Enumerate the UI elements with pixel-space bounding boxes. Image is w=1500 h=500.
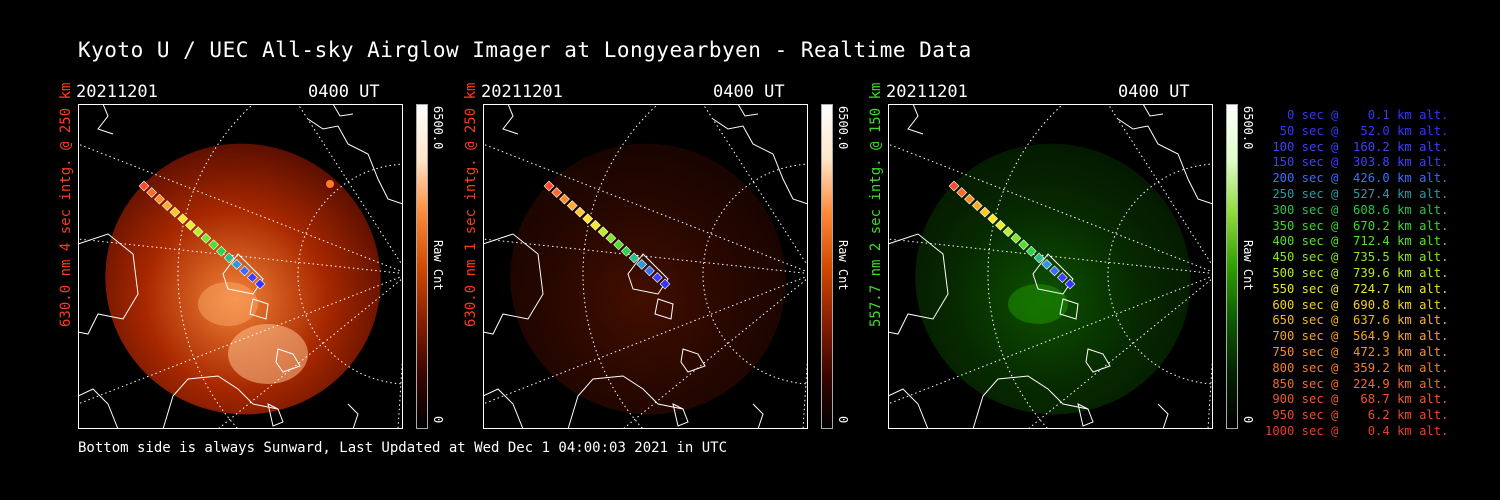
legend-entry: 350 sec @ 670.2 km alt.: [1265, 218, 1449, 233]
panel-630nm-1sec: 20211201 0400 UT 630.0 nm 1 sec intg. @ …: [463, 82, 893, 432]
panel-time: 0400 UT: [1118, 82, 1190, 102]
colorbar-max-label: 6500.0: [1241, 106, 1255, 150]
colorbar-min-label: 0: [431, 416, 445, 424]
panel-ylabel-text: 630.0 nm 1 sec intg. @ 250 km: [463, 82, 479, 327]
colorbar-min-label: 0: [1241, 416, 1255, 424]
legend-entry: 1000 sec @ 0.4 km alt.: [1265, 423, 1449, 438]
legend-entry: 400 sec @ 712.4 km alt.: [1265, 234, 1449, 249]
panel-630nm-4sec: 20211201 0400 UT 630.0 nm 4 sec intg. @ …: [58, 82, 488, 432]
legend-entry: 50 sec @ 52.0 km alt.: [1265, 123, 1449, 138]
allsky-image: [888, 104, 1213, 429]
legend-entry: 500 sec @ 739.6 km alt.: [1265, 265, 1449, 280]
trajectory-legend: 0 sec @ 0.1 km alt. 50 sec @ 52.0 km alt…: [1265, 108, 1449, 440]
legend-entry: 600 sec @ 690.8 km alt.: [1265, 297, 1449, 312]
panel-ylabel-text: 630.0 nm 4 sec intg. @ 250 km: [58, 82, 74, 327]
legend-entry: 650 sec @ 637.6 km alt.: [1265, 313, 1449, 328]
colorbar-unit-label: Raw Cnt: [1241, 240, 1255, 291]
legend-entry: 450 sec @ 735.5 km alt.: [1265, 250, 1449, 265]
colorbar-max-label: 6500.0: [836, 106, 850, 150]
page-title: Kyoto U / UEC All-sky Airglow Imager at …: [78, 38, 972, 62]
panel-557nm-2sec: 20211201 0400 UT 557.7 nm 2 sec intg. @ …: [868, 82, 1298, 432]
footer-note: Bottom side is always Sunward, Last Upda…: [78, 440, 728, 456]
panel-date: 20211201: [886, 82, 968, 102]
legend-entry: 100 sec @ 160.2 km alt.: [1265, 139, 1449, 154]
legend-entry: 850 sec @ 224.9 km alt.: [1265, 376, 1449, 391]
allsky-image: [78, 104, 403, 429]
allsky-image: [483, 104, 808, 429]
colorbar: [1226, 104, 1238, 429]
panel-time: 0400 UT: [308, 82, 380, 102]
legend-entry: 800 sec @ 359.2 km alt.: [1265, 360, 1449, 375]
colorbar-max-label: 6500.0: [431, 106, 445, 150]
legend-entry: 250 sec @ 527.4 km alt.: [1265, 186, 1449, 201]
legend-entry: 150 sec @ 303.8 km alt.: [1265, 155, 1449, 170]
legend-entry: 550 sec @ 724.7 km alt.: [1265, 281, 1449, 296]
colorbar-unit-label: Raw Cnt: [836, 240, 850, 291]
panel-time: 0400 UT: [713, 82, 785, 102]
panel-date: 20211201: [76, 82, 158, 102]
legend-entry: 900 sec @ 68.7 km alt.: [1265, 392, 1449, 407]
panel-ylabel-text: 557.7 nm 2 sec intg. @ 150 km: [868, 82, 884, 327]
legend-entry: 750 sec @ 472.3 km alt.: [1265, 344, 1449, 359]
panel-date: 20211201: [481, 82, 563, 102]
colorbar: [821, 104, 833, 429]
legend-entry: 300 sec @ 608.6 km alt.: [1265, 202, 1449, 217]
legend-entry: 0 sec @ 0.1 km alt.: [1265, 108, 1449, 122]
colorbar: [416, 104, 428, 429]
colorbar-min-label: 0: [836, 416, 850, 424]
legend-entry: 200 sec @ 426.0 km alt.: [1265, 171, 1449, 186]
legend-entry: 950 sec @ 6.2 km alt.: [1265, 408, 1449, 423]
colorbar-unit-label: Raw Cnt: [431, 240, 445, 291]
legend-entry: 700 sec @ 564.9 km alt.: [1265, 329, 1449, 344]
